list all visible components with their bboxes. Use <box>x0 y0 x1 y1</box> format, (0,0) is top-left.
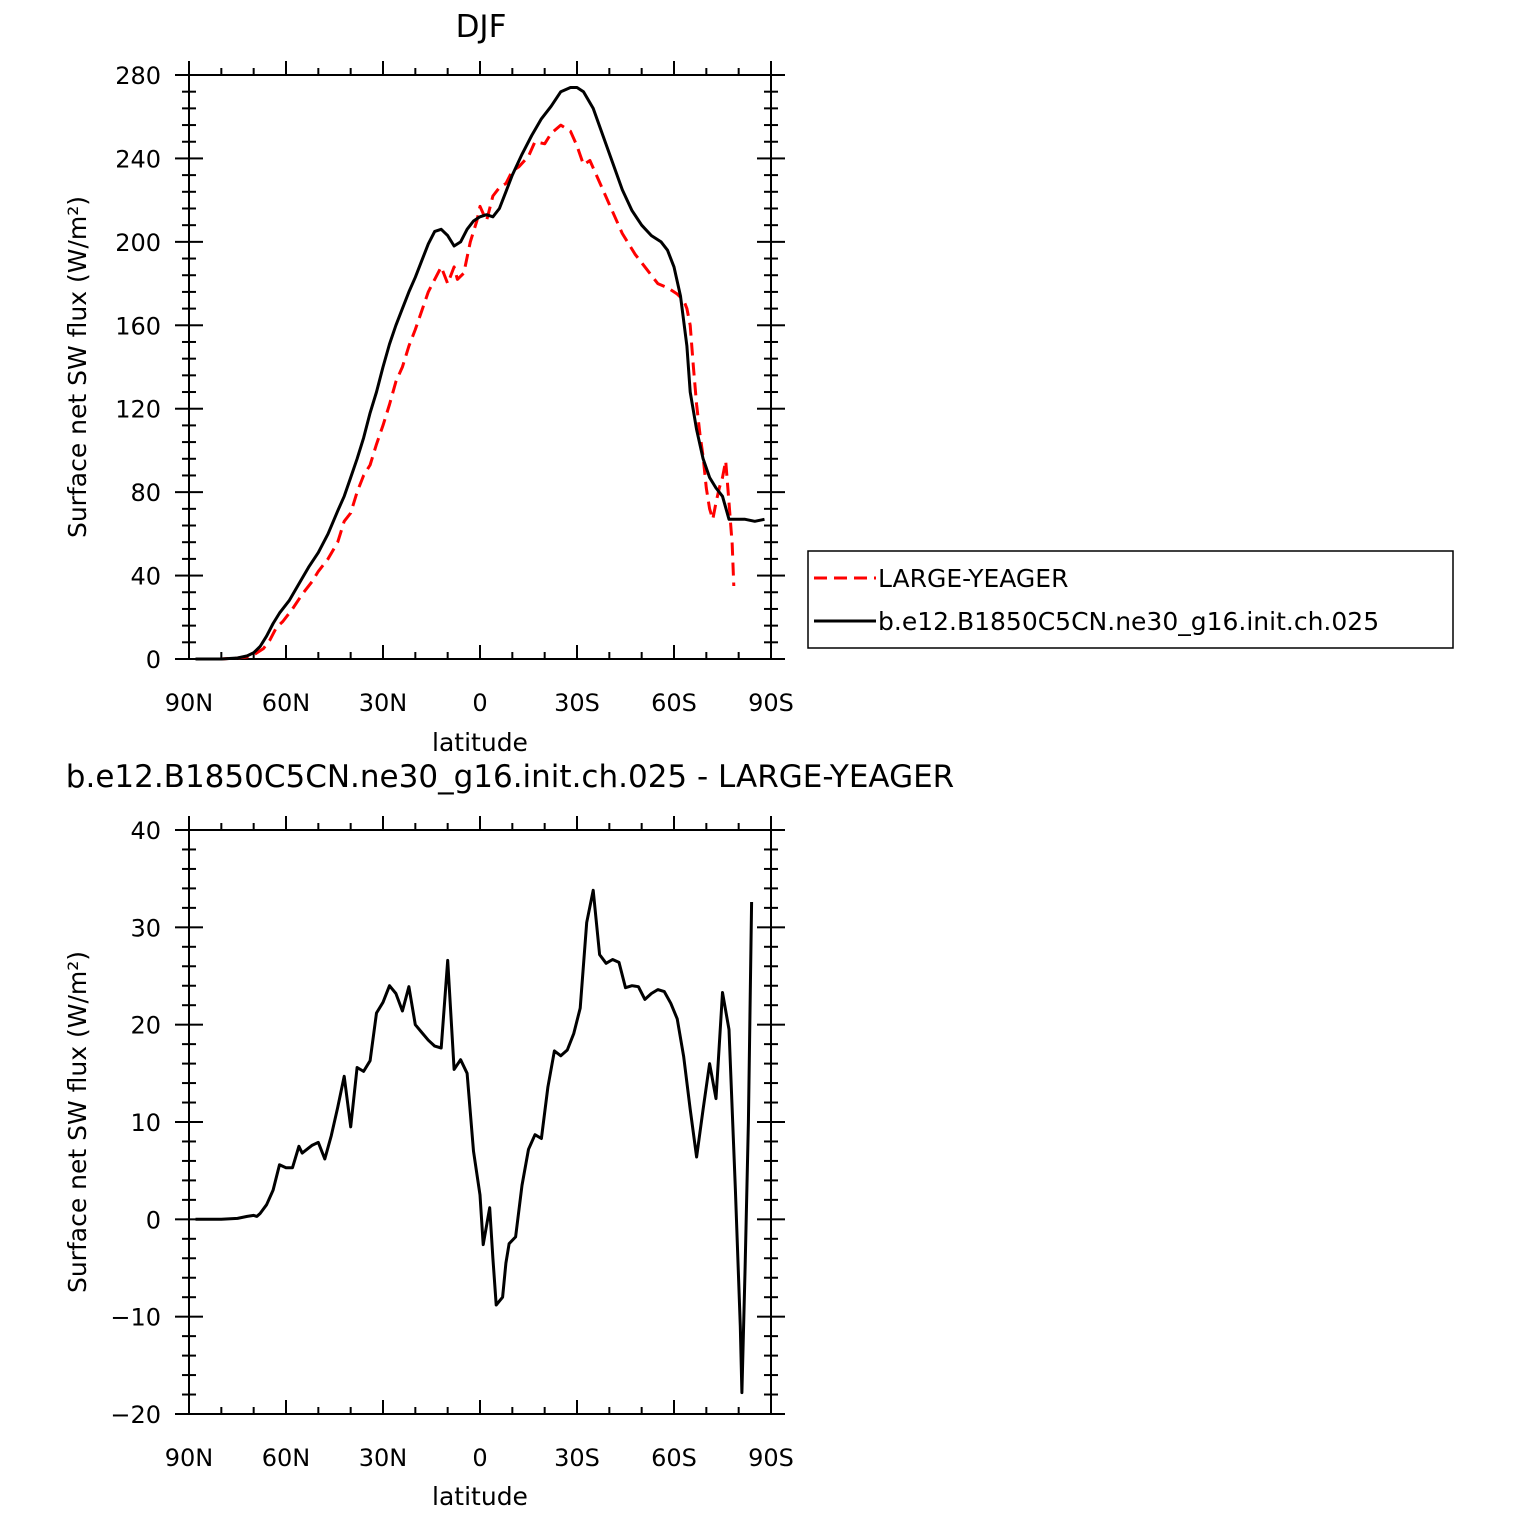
y-tick-label: 20 <box>130 1012 161 1040</box>
legend-label-model: b.e12.B1850C5CN.ne30_g16.init.ch.025 <box>878 607 1379 636</box>
y-tick-label: 30 <box>130 914 161 942</box>
y-axis-title: Surface net SW flux (W/m²) <box>63 196 92 538</box>
x-tick-label: 90S <box>748 1444 794 1472</box>
y-tick-label: 0 <box>146 1206 161 1234</box>
y-tick-label: −10 <box>110 1304 161 1332</box>
y-tick-label: 240 <box>115 145 161 173</box>
series-layer <box>195 86 765 661</box>
axis-ticks <box>175 61 785 660</box>
chart-title: b.e12.B1850C5CN.ne30_g16.init.ch.025 - L… <box>66 759 954 795</box>
x-axis-title: latitude <box>432 728 528 757</box>
x-tick-label: 60N <box>262 1444 311 1472</box>
x-tick-labels: 90N 60N 30N 0 30S 60S 90S <box>165 1444 794 1472</box>
x-tick-label: 90N <box>165 689 214 717</box>
y-tick-label: 10 <box>130 1109 161 1137</box>
y-tick-labels: −20 −10 0 10 20 30 40 <box>110 817 161 1429</box>
y-tick-label: 40 <box>130 563 161 591</box>
y-tick-label: 40 <box>130 817 161 845</box>
x-tick-label: 30S <box>554 689 600 717</box>
x-tick-label: 60S <box>651 689 697 717</box>
x-tick-label: 60N <box>262 689 311 717</box>
y-tick-label: 200 <box>115 229 161 257</box>
y-tick-label: 80 <box>130 479 161 507</box>
chart-title: DJF <box>456 9 507 45</box>
x-tick-label: 30S <box>554 1444 600 1472</box>
x-tick-label: 90S <box>748 689 794 717</box>
legend-box <box>807 550 1454 649</box>
x-tick-label: 30N <box>359 689 408 717</box>
x-tick-label: 30N <box>359 1444 408 1472</box>
axis-ticks <box>175 816 785 1415</box>
legend-label-large-yeager: LARGE-YEAGER <box>878 564 1068 593</box>
y-tick-label: 0 <box>146 646 161 674</box>
series-layer <box>195 888 754 1395</box>
legend: LARGE-YEAGER b.e12.B1850C5CN.ne30_g16.in… <box>807 550 1454 649</box>
y-axis-title: Surface net SW flux (W/m²) <box>63 951 92 1293</box>
chart-djf-flux: DJF 90N 60N 30N 0 30S 60S 90S 0 40 80 120 160 200 24… <box>63 9 794 757</box>
x-tick-label: 0 <box>472 689 487 717</box>
series-line-large-yeager <box>195 123 736 661</box>
x-tick-label: 0 <box>472 1444 487 1472</box>
x-tick-label: 60S <box>651 1444 697 1472</box>
series-line-b-e12-b1850c5cn-ne30-g16-init-ch-025 <box>195 86 765 661</box>
chart-difference: b.e12.B1850C5CN.ne30_g16.init.ch.025 - L… <box>63 759 954 1511</box>
x-axis-title: latitude <box>432 1482 528 1511</box>
series-line-difference-0 <box>195 888 754 1395</box>
x-tick-label: 90N <box>165 1444 214 1472</box>
y-tick-label: −20 <box>110 1401 161 1429</box>
y-tick-label: 160 <box>115 312 161 340</box>
y-tick-label: 120 <box>115 396 161 424</box>
x-tick-labels: 90N 60N 30N 0 30S 60S 90S <box>165 689 794 717</box>
y-tick-label: 280 <box>115 62 161 90</box>
y-tick-labels: 0 40 80 120 160 200 240 280 <box>115 62 161 674</box>
